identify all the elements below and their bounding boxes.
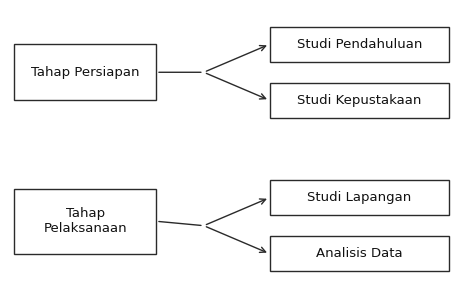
Text: Studi Pendahuluan: Studi Pendahuluan (297, 38, 422, 51)
FancyBboxPatch shape (270, 236, 449, 271)
FancyBboxPatch shape (270, 180, 449, 215)
FancyBboxPatch shape (14, 44, 156, 100)
Text: Studi Kepustakaan: Studi Kepustakaan (298, 94, 421, 107)
Text: Tahap
Pelaksanaan: Tahap Pelaksanaan (44, 207, 127, 235)
FancyBboxPatch shape (270, 83, 449, 118)
FancyBboxPatch shape (270, 27, 449, 62)
Text: Studi Lapangan: Studi Lapangan (307, 191, 412, 204)
Text: Analisis Data: Analisis Data (316, 247, 403, 260)
FancyBboxPatch shape (14, 189, 156, 254)
Text: Tahap Persiapan: Tahap Persiapan (31, 66, 140, 79)
